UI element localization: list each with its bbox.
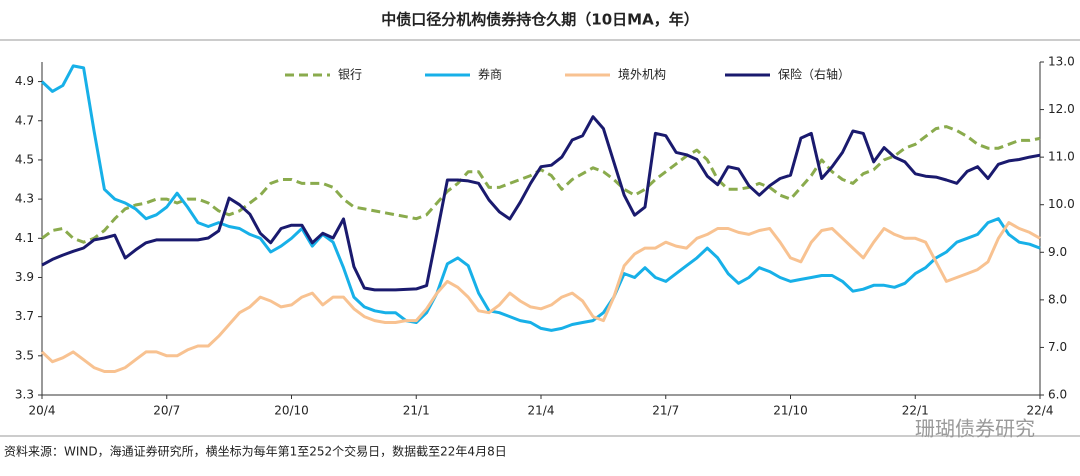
chart-title: 中债口径分机构债券持仓久期（10日MA，年）	[381, 11, 698, 29]
legend-label: 境外机构	[618, 67, 666, 82]
y-tick-label: 4.1	[15, 231, 34, 245]
y2-tick-label: 10.0	[1048, 197, 1075, 211]
legend-label: 银行	[338, 68, 362, 82]
x-tick-label: 22/1	[902, 404, 929, 418]
y-tick-label: 3.7	[15, 309, 34, 323]
y-tick-label: 3.9	[15, 270, 34, 284]
y-tick-label: 4.9	[15, 74, 34, 88]
x-tick-label: 20/4	[29, 404, 56, 418]
y-tick-label: 3.3	[15, 388, 34, 402]
x-tick-label: 20/10	[274, 404, 309, 418]
series-line	[40, 221, 1041, 373]
x-tick-label: 20/7	[153, 404, 180, 418]
y-tick-label: 4.5	[15, 152, 34, 166]
x-tick-label: 22/4	[1027, 404, 1054, 418]
legend-label: 券商	[478, 67, 502, 82]
y2-tick-label: 6.0	[1048, 388, 1067, 402]
y-tick-label: 4.3	[15, 192, 34, 206]
watermark: 珊瑚债券研究	[915, 417, 1035, 441]
source-note: 资料来源：WIND，海通证券研究所，横坐标为每年第1至252个交易日，数据截至2…	[4, 444, 507, 459]
x-tick-label: 21/4	[528, 404, 555, 418]
x-tick-label: 21/10	[773, 404, 808, 418]
x-tick-label: 21/7	[652, 404, 679, 418]
x-tick-label: 21/1	[403, 404, 430, 418]
series-line	[40, 64, 1041, 332]
y-tick-label: 4.7	[15, 113, 34, 127]
y2-tick-label: 13.0	[1048, 55, 1075, 69]
y2-tick-label: 11.0	[1048, 150, 1075, 164]
y2-tick-label: 7.0	[1048, 340, 1067, 354]
series-line	[41, 125, 1041, 244]
y2-tick-label: 9.0	[1048, 245, 1067, 259]
legend-label: 保险（右轴）	[778, 67, 850, 82]
y2-tick-label: 8.0	[1048, 292, 1067, 306]
y2-tick-label: 12.0	[1048, 102, 1075, 116]
series-line	[41, 115, 1041, 292]
y-tick-label: 3.5	[15, 348, 34, 362]
